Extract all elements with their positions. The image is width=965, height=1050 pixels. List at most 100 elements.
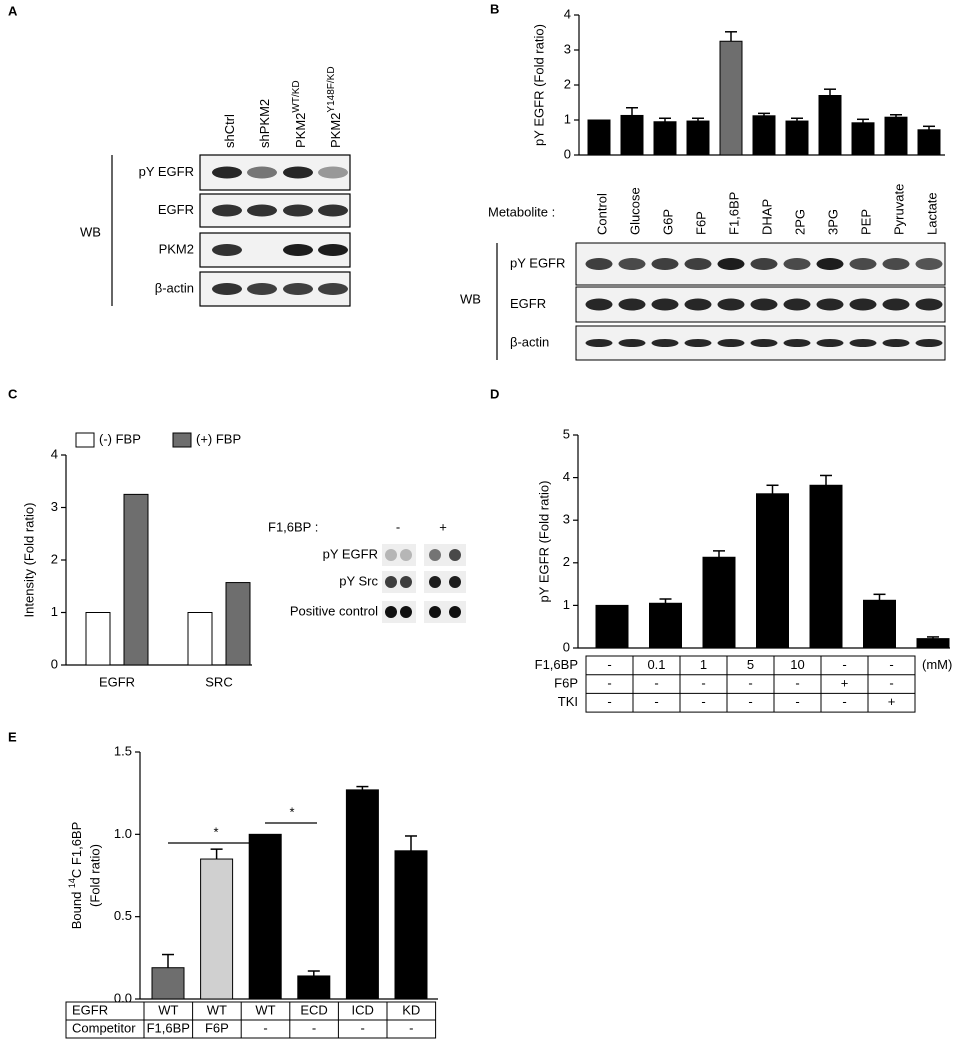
row-label: EGFR <box>510 296 546 311</box>
lane-label-sup: WT/KD <box>291 80 302 112</box>
error-bar <box>824 88 836 96</box>
y-axis-label-part: 14 <box>67 878 77 888</box>
table-cell: - <box>654 675 658 690</box>
dot <box>400 576 412 588</box>
blot-frame <box>382 544 416 566</box>
error-bar <box>820 474 832 486</box>
lane-label: 3PG <box>825 209 840 235</box>
band <box>849 298 877 311</box>
table-cell: - <box>795 675 799 690</box>
lane-label: Lactate <box>924 192 939 235</box>
panel-label: B <box>490 1 499 16</box>
band <box>816 258 844 270</box>
table-cell: F6P <box>205 1020 229 1035</box>
band <box>684 298 712 311</box>
band <box>915 298 943 311</box>
bar <box>884 116 908 156</box>
band <box>212 283 242 295</box>
band <box>750 258 778 270</box>
band <box>618 339 646 347</box>
row-label: EGFR <box>158 202 194 217</box>
table-cell: - <box>748 694 752 709</box>
lane-label: Pyruvate <box>891 184 906 235</box>
table-cell: - <box>607 694 611 709</box>
band <box>585 339 613 347</box>
significance-mark: * <box>289 804 294 819</box>
dot <box>429 576 441 588</box>
condition-label: + <box>439 519 447 534</box>
table-cell: - <box>889 675 893 690</box>
error-bar <box>758 112 770 116</box>
row-label: β-actin <box>155 280 194 295</box>
significance-mark: * <box>213 824 218 839</box>
band <box>212 166 242 179</box>
table-cell: - <box>795 694 799 709</box>
table-cell: - <box>748 675 752 690</box>
table-cell: 0.1 <box>647 657 665 672</box>
row-label: β-actin <box>510 334 549 349</box>
lane-header: Metabolite : <box>488 204 555 219</box>
lane-label: PKM2Y148F/KD <box>326 66 343 148</box>
bar <box>702 556 736 649</box>
band <box>849 258 877 270</box>
error-bar <box>659 598 672 604</box>
band <box>684 339 712 347</box>
bar <box>851 122 875 156</box>
y-axis-label: pY EGFR (Fold ratio) <box>536 481 551 603</box>
error-bar <box>857 118 869 123</box>
y-axis-label: pY EGFR (Fold ratio) <box>531 24 546 146</box>
dot <box>449 576 461 588</box>
row-label: TKI <box>558 694 578 709</box>
bar <box>123 493 149 666</box>
y-axis-label: (Fold ratio) <box>87 844 102 907</box>
error-bar <box>791 117 803 122</box>
bar <box>916 638 950 649</box>
lane-label: F6P <box>693 211 708 235</box>
row-label: pY EGFR <box>510 255 565 270</box>
y-tick-label: 1 <box>51 604 58 619</box>
y-tick-label: 4 <box>563 469 570 484</box>
y-tick-label: 0.0 <box>114 990 132 1005</box>
y-tick-label: 4 <box>564 6 571 21</box>
error-bar <box>873 593 886 601</box>
y-tick-label: 1.0 <box>114 826 132 841</box>
y-axis-label: Bound 14C F1,6BP <box>67 822 84 930</box>
bar <box>917 129 941 156</box>
table-cell: - <box>409 1020 413 1035</box>
band <box>318 204 348 217</box>
band <box>684 258 712 270</box>
bar <box>200 858 234 1000</box>
error-bar <box>725 31 737 42</box>
x-tick-label: EGFR <box>99 674 135 689</box>
table-cell: - <box>701 694 705 709</box>
table-cell: + <box>841 675 849 690</box>
lane-label: shCtrl <box>222 114 237 148</box>
band <box>247 166 277 179</box>
error-bar <box>923 125 935 130</box>
method-label: WB <box>80 224 101 239</box>
lane-label-sup: Y148F/KD <box>326 66 337 112</box>
band <box>318 283 348 295</box>
bar <box>225 582 251 666</box>
y-tick-label: 3 <box>564 41 571 56</box>
y-tick-label: 1.5 <box>114 743 132 758</box>
y-tick-label: 3 <box>563 512 570 527</box>
unit-label: (mM) <box>922 657 952 672</box>
bar <box>187 612 213 666</box>
dot <box>385 549 397 561</box>
method-label: WB <box>460 291 481 306</box>
table-cell: 5 <box>747 657 754 672</box>
table-cell: - <box>607 657 611 672</box>
bar <box>719 40 743 156</box>
band <box>717 298 745 311</box>
dot <box>400 549 412 561</box>
y-tick-label: 0 <box>564 146 571 161</box>
band <box>283 283 313 295</box>
band <box>618 258 646 270</box>
bar <box>809 484 843 649</box>
lane-label-base: shCtrl <box>222 114 237 148</box>
error-bar <box>890 114 902 118</box>
dot <box>429 549 441 561</box>
table-cell: ICD <box>352 1002 374 1017</box>
error-bar <box>405 835 417 851</box>
